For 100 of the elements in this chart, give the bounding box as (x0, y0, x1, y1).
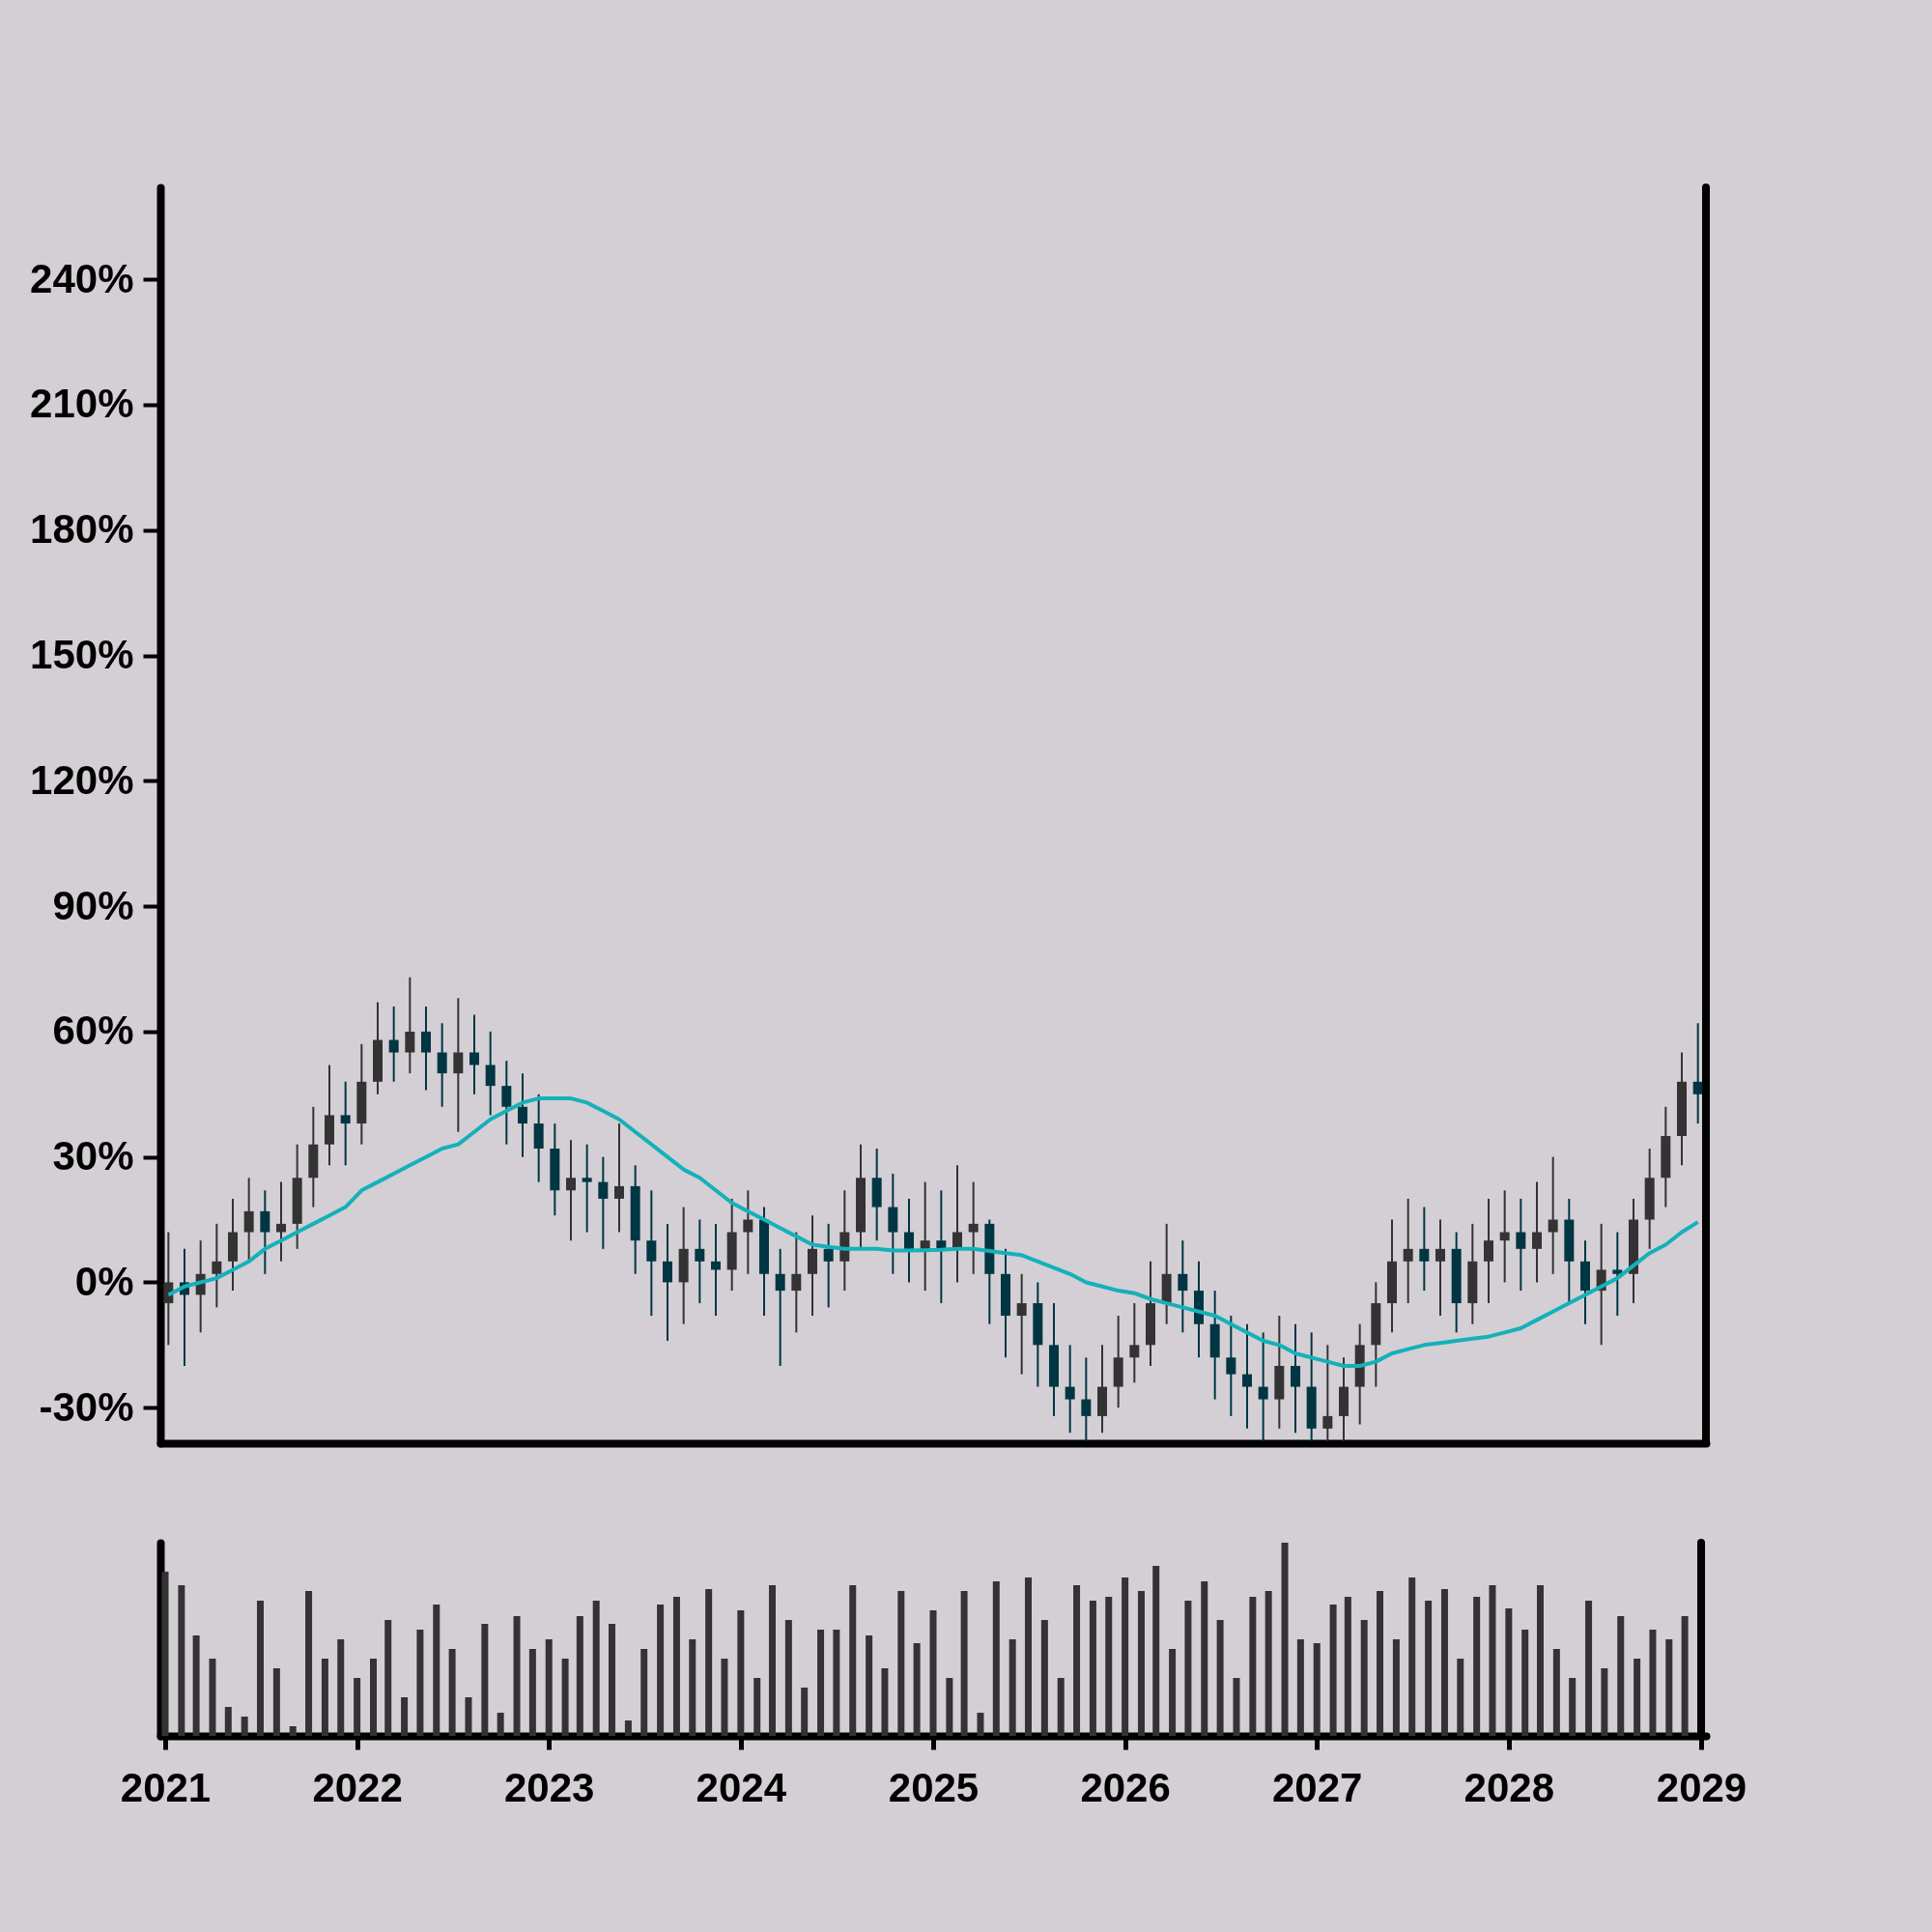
candlestick (904, 1197, 914, 1284)
candlestick (437, 1022, 447, 1108)
y-tick-label: 180% (30, 506, 134, 553)
bar (224, 1707, 232, 1736)
x-tick-label: 2023 (504, 1764, 595, 1810)
candlestick (936, 1189, 947, 1305)
bar (609, 1624, 616, 1736)
bar (1249, 1597, 1257, 1736)
bar (1408, 1577, 1416, 1736)
candlestick (920, 1180, 930, 1293)
bar (1040, 1620, 1048, 1736)
bar (784, 1620, 792, 1736)
bar (576, 1616, 583, 1736)
y-tick-label: 210% (30, 381, 134, 427)
bar (1216, 1620, 1224, 1736)
y-tick-label: 30% (52, 1133, 134, 1179)
bar (977, 1713, 984, 1736)
bar (433, 1605, 440, 1736)
candlestick (1226, 1315, 1236, 1417)
candlestick (260, 1189, 270, 1275)
bar (1360, 1620, 1368, 1736)
candlestick (663, 1222, 672, 1343)
y-tick-label: 60% (52, 1008, 134, 1054)
bar (513, 1616, 521, 1736)
bar (192, 1635, 200, 1736)
bar (1344, 1597, 1351, 1736)
y-tick-label: 0% (74, 1258, 134, 1304)
bar (1601, 1668, 1608, 1736)
bar (369, 1659, 377, 1736)
candlestick (469, 1013, 479, 1095)
bar (1665, 1639, 1673, 1736)
bar (881, 1668, 889, 1736)
candlestick (695, 1218, 705, 1305)
bar (241, 1717, 248, 1736)
x-tick-label: 2028 (1463, 1764, 1555, 1810)
candlestick (1516, 1197, 1526, 1293)
x-tick-label: 2026 (1080, 1764, 1171, 1810)
bar (1169, 1649, 1177, 1736)
bar (833, 1630, 840, 1736)
candlestick (968, 1180, 979, 1275)
bar (866, 1635, 873, 1736)
bar (497, 1713, 504, 1736)
bar (1681, 1616, 1689, 1736)
bar (481, 1624, 489, 1736)
bar (178, 1585, 185, 1736)
bar (689, 1639, 696, 1736)
candlestick (566, 1139, 576, 1242)
candlestick (388, 1005, 399, 1083)
bar (1377, 1591, 1384, 1736)
bar (929, 1610, 937, 1736)
x-tick-label: 2027 (1272, 1764, 1363, 1810)
candlestick (582, 1143, 592, 1234)
candlestick (1532, 1180, 1542, 1284)
bar (1473, 1597, 1481, 1736)
candlestick (1499, 1189, 1510, 1284)
bar (1649, 1630, 1657, 1736)
bar (992, 1581, 1000, 1736)
bar (337, 1639, 345, 1736)
bar (401, 1697, 409, 1736)
bar (416, 1630, 424, 1736)
candlestick (501, 1060, 512, 1146)
bar (768, 1585, 776, 1736)
bar (817, 1630, 825, 1736)
candlestick (1258, 1331, 1268, 1442)
bar (1122, 1577, 1129, 1736)
y-tick-label: -30% (39, 1383, 134, 1430)
candlestick (1081, 1356, 1092, 1442)
bar (946, 1678, 953, 1736)
candlestick (1548, 1155, 1558, 1275)
bar (672, 1597, 680, 1736)
bar (1073, 1585, 1081, 1736)
candlestick (598, 1155, 609, 1250)
candlestick (1322, 1344, 1333, 1442)
bar (801, 1688, 809, 1736)
bar (913, 1643, 921, 1736)
bar (753, 1678, 761, 1736)
bar (209, 1659, 216, 1736)
candlestick (791, 1231, 802, 1334)
bar (1137, 1591, 1145, 1736)
bar (465, 1697, 472, 1736)
y-tick-label: 150% (30, 632, 134, 678)
candlestick (775, 1247, 785, 1367)
candlestick (276, 1180, 286, 1263)
bar (1329, 1605, 1337, 1736)
bar (1521, 1630, 1529, 1736)
x-tick-label: 2024 (696, 1764, 787, 1810)
bar (448, 1649, 456, 1736)
bar (1233, 1678, 1240, 1736)
bar (1569, 1678, 1577, 1736)
candlestick (1484, 1197, 1493, 1305)
bar (1281, 1543, 1289, 1736)
candlestick (1016, 1272, 1027, 1376)
candlestick (1419, 1206, 1430, 1293)
bar (354, 1678, 361, 1736)
bar (1201, 1581, 1208, 1736)
bar (721, 1659, 728, 1736)
bar (849, 1585, 857, 1736)
bar (321, 1659, 328, 1736)
bar (272, 1668, 280, 1736)
bar (1425, 1601, 1433, 1736)
